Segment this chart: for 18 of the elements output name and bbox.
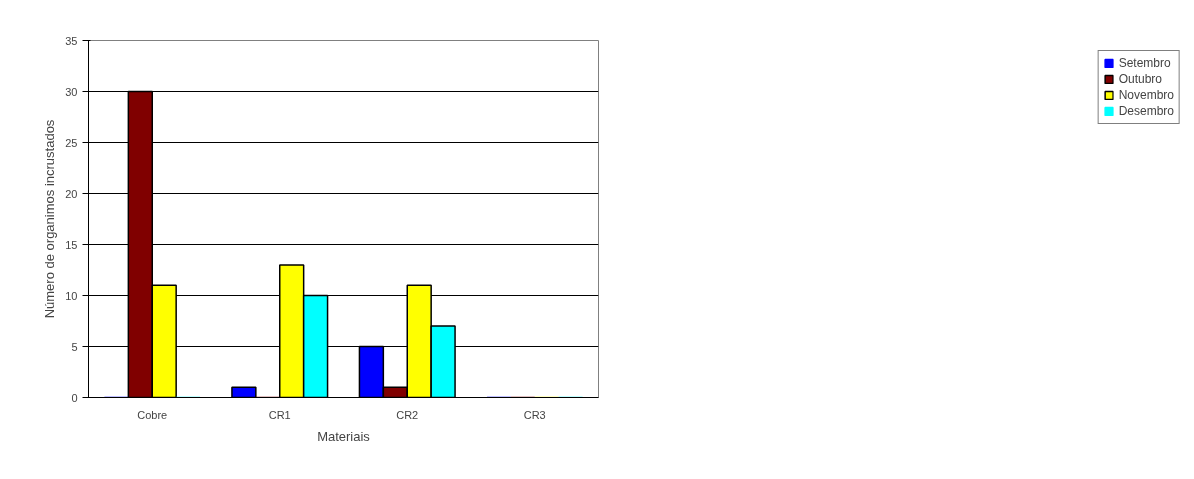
x-tick-label: CR2: [396, 408, 419, 421]
y-tick-label: 15: [65, 238, 78, 251]
x-tick-label: CR1: [268, 408, 291, 421]
y-tick-label: 0: [71, 391, 78, 404]
x-tick-label: Cobre: [137, 408, 168, 421]
y-tick-label: 5: [71, 340, 78, 353]
x-axis-title: Materiais: [317, 428, 371, 444]
y-tick-label: 30: [65, 85, 78, 98]
y-axis-title: Número de organimos incrustados: [42, 119, 58, 319]
y-tick-label: 20: [65, 187, 78, 200]
legend-label: Novembro: [1118, 88, 1174, 102]
legend-label: Outubro: [1118, 72, 1162, 86]
legend-label: Desembro: [1118, 104, 1174, 118]
x-tick-label: CR3: [523, 408, 546, 421]
y-tick-label: 10: [65, 289, 78, 302]
y-tick-label: 25: [65, 136, 78, 149]
legend-label: Setembro: [1118, 56, 1171, 70]
y-tick-label: 35: [65, 34, 78, 47]
